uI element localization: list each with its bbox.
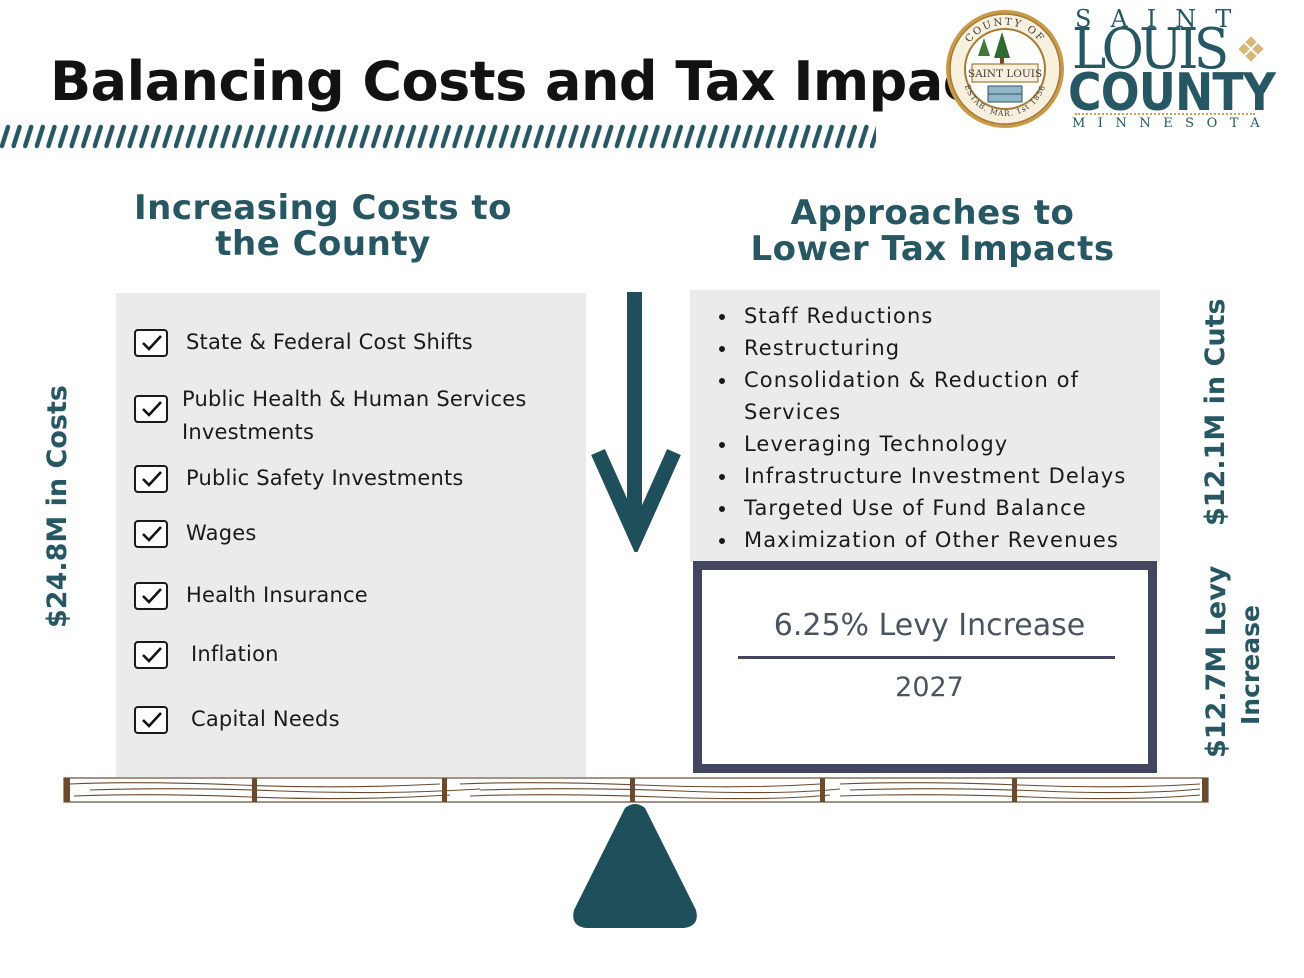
checkbox-check-icon xyxy=(134,465,168,493)
approach-item: Staff Reductions xyxy=(718,300,1158,332)
logo-wordmark-state: MINNESOTA xyxy=(1072,116,1273,131)
levy-increase-label: 6.25% Levy Increase xyxy=(773,608,1086,643)
logo-wordmark-saint: SAINT xyxy=(1075,5,1251,33)
county-seal-icon: COUNTY OF ESTAB. MAR. 1st 1856 SAINT LOU… xyxy=(946,10,1064,128)
cost-item: Health Insurance xyxy=(134,582,368,612)
page-title: Balancing Costs and Tax Impacts xyxy=(50,50,1032,113)
checkbox-check-icon xyxy=(134,641,168,669)
cost-item: State & Federal Cost Shifts xyxy=(134,329,473,359)
cuts-total-label: $12.1M in Cuts xyxy=(1200,298,1231,526)
levy-increase-box xyxy=(693,561,1157,773)
checkbox-check-icon xyxy=(134,706,168,734)
fulcrum-icon xyxy=(573,804,697,928)
cost-item: Inflation xyxy=(134,641,279,671)
approach-item: Targeted Use of Fund Balance xyxy=(718,492,1158,524)
approach-item: Restructuring xyxy=(718,332,1158,364)
logo-diamond-icon xyxy=(1238,36,1264,62)
approaches-panel xyxy=(690,290,1160,562)
left-column-heading: Increasing Costs to the County xyxy=(133,188,513,264)
costs-panel xyxy=(116,293,586,777)
approach-item: Infrastructure Investment Delays xyxy=(718,460,1158,492)
levy-total-label: $12.7M Levy Increase xyxy=(1201,565,1265,758)
checkbox-check-icon xyxy=(134,520,168,548)
approaches-list: Staff Reductions Restructuring Consolida… xyxy=(718,300,1158,556)
right-column-heading: Approaches to Lower Tax Impacts xyxy=(750,193,1115,269)
logo-wordmark-county: COUNTY xyxy=(1068,63,1276,123)
logo-wordmark-louis: LOUIS xyxy=(1072,17,1229,82)
approach-item: Consolidation & Reduction of Services xyxy=(718,364,1104,428)
approach-item: Leveraging Technology xyxy=(718,428,1158,460)
checkbox-check-icon xyxy=(134,329,168,357)
checkbox-check-icon xyxy=(134,395,168,423)
cost-item: Wages xyxy=(134,520,256,550)
costs-total-label: $24.8M in Costs xyxy=(42,385,73,628)
cost-item: Public Health & Human Services Investmen… xyxy=(134,387,532,449)
logo-dotted-rule xyxy=(1075,113,1255,115)
svg-text:SAINT LOUIS: SAINT LOUIS xyxy=(968,68,1042,80)
decorative-hash-underline xyxy=(0,124,876,150)
levy-divider xyxy=(738,656,1115,659)
cost-item: Capital Needs xyxy=(134,706,340,736)
down-arrow-icon xyxy=(591,292,681,552)
cost-item: Public Safety Investments xyxy=(134,465,464,495)
approach-item: Maximization of Other Revenues xyxy=(718,524,1158,556)
checkbox-check-icon xyxy=(134,582,168,610)
levy-year: 2027 xyxy=(895,672,964,703)
balance-beam xyxy=(63,777,1209,803)
